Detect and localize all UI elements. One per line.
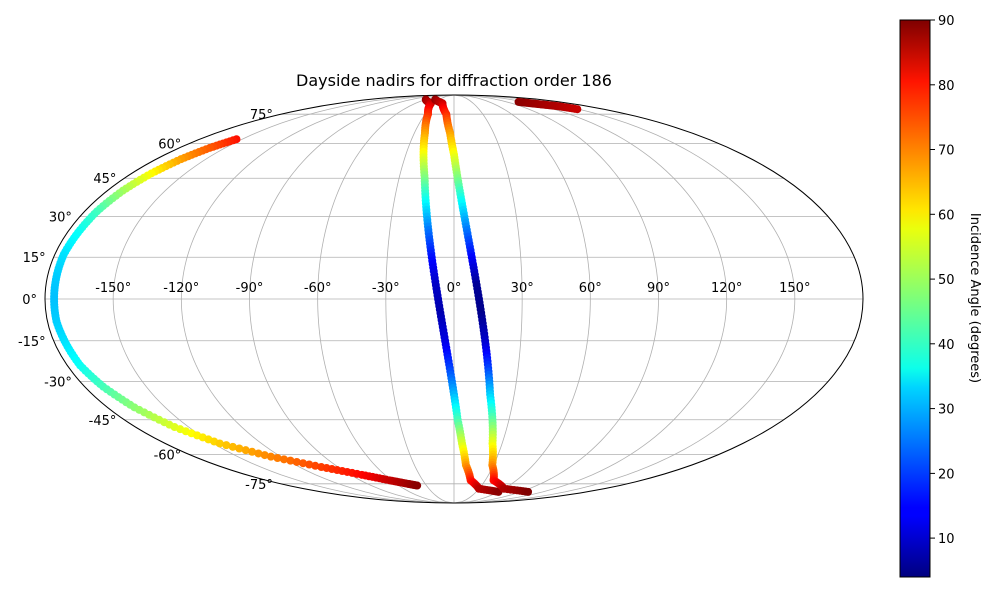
data-points — [50, 95, 582, 496]
y-tick-label: 60° — [158, 138, 181, 153]
x-tick-label: 90° — [647, 281, 670, 296]
data-point-series-1 — [292, 457, 301, 466]
x-tick-label: 60° — [579, 281, 602, 296]
colorbar-tick-label: 70 — [938, 144, 955, 159]
y-tick-label: 75° — [250, 108, 273, 123]
y-tick-label: 45° — [93, 172, 116, 187]
colorbar-label: Incidence Angle (degrees) — [967, 213, 982, 383]
data-point-series-1 — [266, 452, 275, 461]
y-tick-label: -45° — [89, 414, 117, 429]
y-tick-label: -15° — [18, 335, 46, 350]
data-point-series-1 — [280, 455, 288, 464]
longitude-gridline — [317, 95, 455, 503]
y-tick-label: -75° — [245, 478, 273, 493]
globe-outline — [44, 94, 864, 504]
x-tick-label: -150° — [95, 281, 131, 296]
y-tick-label: 15° — [23, 251, 46, 266]
x-tick-label: -30° — [372, 281, 400, 296]
data-point-series-1 — [248, 447, 257, 456]
longitude-gridline — [453, 95, 659, 503]
x-tick-label: -120° — [163, 281, 199, 296]
data-point-series-1 — [241, 446, 250, 455]
colorbar-ticks: 10 20 30 40 50 60 70 80 90 — [930, 14, 955, 547]
x-tick-label: 150° — [779, 281, 810, 296]
colorbar-tick-label: 80 — [938, 79, 955, 94]
colorbar-tick-label: 30 — [938, 403, 955, 418]
x-tick-label: -90° — [236, 281, 264, 296]
y-tick-label: 30° — [49, 211, 72, 226]
data-point-series-1 — [260, 451, 269, 460]
data-point-series-1 — [222, 441, 231, 450]
grid-lines — [45, 95, 863, 503]
colorbar-tick-label: 90 — [938, 14, 955, 29]
longitude-gridline — [453, 95, 591, 503]
chart-title: Dayside nadirs for diffraction order 186 — [296, 71, 612, 90]
longitude-gridline — [453, 95, 728, 503]
colorbar-tick-label: 10 — [938, 532, 955, 547]
data-point-series-1 — [299, 459, 308, 468]
colorbar — [899, 19, 931, 578]
y-tick-label: -60° — [154, 449, 182, 464]
longitude-gridline — [385, 95, 455, 503]
longitude-gridline — [453, 95, 523, 503]
data-point-series-1 — [235, 444, 244, 453]
data-point-series-1 — [413, 481, 422, 490]
colorbar-tick-label: 20 — [938, 467, 955, 482]
x-tick-label: 30° — [511, 281, 534, 296]
colorbar-tick-label: 40 — [938, 338, 955, 353]
y-tick-label: -30° — [44, 375, 72, 390]
data-point-series-1 — [305, 460, 314, 469]
colorbar-tick-label: 60 — [938, 208, 955, 223]
data-point-series-1 — [254, 449, 263, 458]
y-tick-labels: -75° -60° -45° -30° -15° 0° 15° 30° 45° 60° 75° — [18, 108, 273, 493]
y-tick-label: 0° — [22, 293, 37, 308]
x-tick-label: 120° — [711, 281, 742, 296]
data-point-series-1 — [286, 456, 295, 465]
x-tick-label: -60° — [304, 281, 332, 296]
x-tick-label: 0° — [447, 281, 462, 296]
data-point-series-1 — [273, 454, 282, 463]
data-point-series-1 — [311, 461, 320, 470]
data-point-series-4 — [573, 105, 582, 114]
data-point-series-1 — [215, 439, 224, 448]
longitude-gridline — [249, 95, 455, 503]
data-point-series-1 — [228, 442, 237, 451]
colorbar-tick-label: 50 — [938, 273, 955, 288]
longitude-gridline — [453, 95, 796, 503]
data-point-series-3 — [524, 487, 533, 496]
x-tick-labels: -150° -120° -90° -60° -30° 0° 30° 60° 90° 120° 150… — [95, 281, 810, 296]
